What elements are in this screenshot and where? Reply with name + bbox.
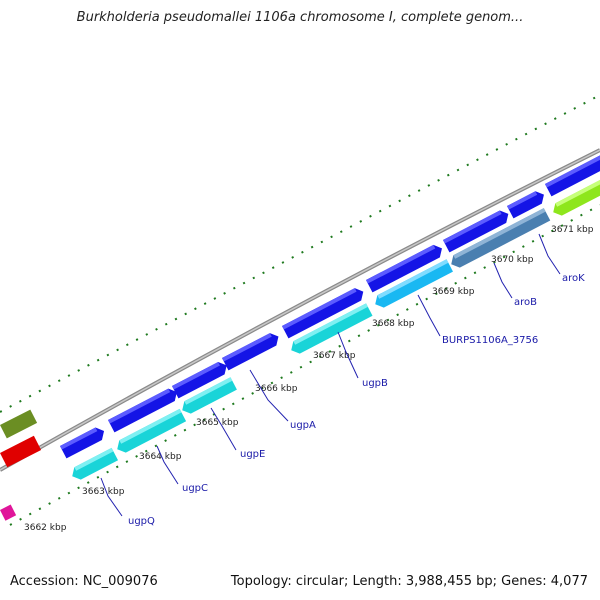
leader-line-ugpC xyxy=(156,445,179,485)
tick-label: 3664 kbp xyxy=(139,452,182,462)
leader-line-ugpE xyxy=(210,407,237,451)
leader-line-ugpA xyxy=(249,369,289,422)
leader-line-ugpB xyxy=(337,331,359,379)
tick-label: 3668 kbp xyxy=(372,319,415,329)
tick-label: 3669 kbp xyxy=(432,287,475,297)
gene-label-BURPS1106A_3756[interactable]: BURPS1106A_3756 xyxy=(442,335,538,346)
gene-aroB[interactable] xyxy=(448,208,551,270)
feature-left-magenta[interactable] xyxy=(0,504,17,521)
gene-label-aroB[interactable]: aroB xyxy=(514,297,537,308)
accession-text: Accession: NC_009076 xyxy=(10,574,158,589)
gene-ugpB[interactable] xyxy=(288,303,373,356)
tick-label: 3662 kbp xyxy=(24,523,67,533)
gene-blue-7[interactable] xyxy=(443,208,512,253)
feature-left-red[interactable] xyxy=(0,435,42,468)
gene-blue-8[interactable] xyxy=(507,188,547,219)
gene-blue-9[interactable] xyxy=(545,151,600,197)
feature-left-olive[interactable] xyxy=(0,409,38,439)
leader-line-BURPS1106A_3756 xyxy=(417,294,441,337)
leader-line-aroB xyxy=(493,262,513,299)
tick-label: 3670 kbp xyxy=(491,255,534,265)
gene-label-ugpB[interactable]: ugpB xyxy=(362,378,388,389)
gene-blue-5[interactable] xyxy=(282,285,367,339)
gene-label-ugpE[interactable]: ugpE xyxy=(240,449,265,460)
gene-BURPS1106A_3756[interactable] xyxy=(372,259,453,310)
inner-tick-track xyxy=(9,204,600,526)
tick-label: 3667 kbp xyxy=(313,351,356,361)
gene-blue-3[interactable] xyxy=(172,359,230,399)
gene-label-ugpQ[interactable]: ugpQ xyxy=(128,516,155,527)
gene-ugpQ[interactable] xyxy=(69,447,119,483)
gene-label-aroK[interactable]: aroK xyxy=(562,273,585,284)
gene-ugpC[interactable] xyxy=(114,408,187,456)
tick-label: 3665 kbp xyxy=(196,418,239,428)
gene-aroK[interactable] xyxy=(550,178,600,218)
map-title: Burkholderia pseudomallei 1106a chromoso… xyxy=(76,10,524,25)
tick-label: 3663 kbp xyxy=(82,487,125,497)
tick-label: 3666 kbp xyxy=(255,384,298,394)
gene-blue-4[interactable] xyxy=(222,330,282,371)
gene-ugpE[interactable] xyxy=(179,377,237,416)
genome-summary-text: Topology: circular; Length: 3,988,455 bp… xyxy=(230,574,588,589)
leader-line-aroK xyxy=(538,233,561,275)
gene-blue-1[interactable] xyxy=(60,425,107,459)
gene-blue-6[interactable] xyxy=(366,242,445,293)
gene-label-ugpC[interactable]: ugpC xyxy=(182,483,208,494)
gene-blue-2[interactable] xyxy=(108,386,180,433)
leader-line-ugpQ xyxy=(100,477,123,517)
gene-label-ugpA[interactable]: ugpA xyxy=(290,420,316,431)
outer-tick-track xyxy=(0,94,600,413)
tick-label: 3671 kbp xyxy=(551,225,594,235)
